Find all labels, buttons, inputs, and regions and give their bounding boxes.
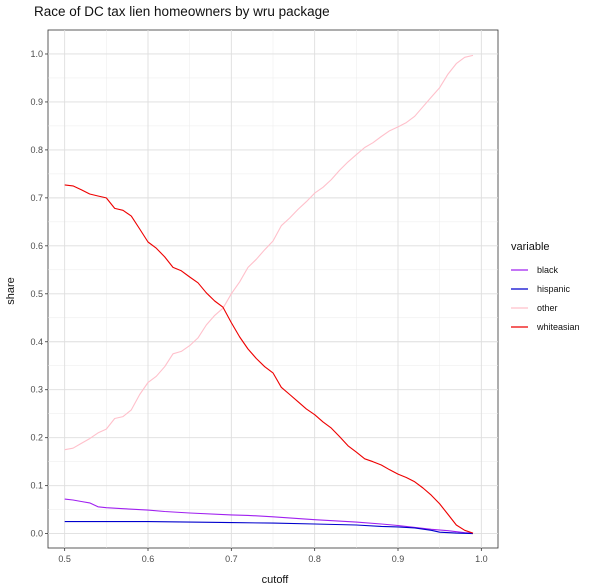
x-tick-label: 0.9 xyxy=(392,554,405,564)
x-tick-label: 0.7 xyxy=(225,554,238,564)
legend-label-hispanic: hispanic xyxy=(537,284,571,294)
legend-label-other: other xyxy=(537,303,558,313)
y-tick-label: 0.3 xyxy=(30,385,43,395)
chart-title: Race of DC tax lien homeowners by wru pa… xyxy=(34,4,330,19)
legend-label-black: black xyxy=(537,265,559,275)
y-tick-label: 0.2 xyxy=(30,433,43,443)
y-axis-title: share xyxy=(5,277,17,305)
y-tick-label: 0.6 xyxy=(30,241,43,251)
y-tick-label: 0.0 xyxy=(30,529,43,539)
y-tick-label: 0.4 xyxy=(30,337,43,347)
y-tick-label: 0.8 xyxy=(30,145,43,155)
plot-panel xyxy=(47,29,499,549)
x-tick-label: 0.5 xyxy=(58,554,71,564)
x-axis: 0.5 0.6 0.7 0.8 0.9 1.0 xyxy=(58,548,488,564)
series-line-black xyxy=(64,498,474,534)
series-line-whiteasian xyxy=(64,184,474,534)
series-line-other xyxy=(64,54,474,451)
legend-label-whiteasian: whiteasian xyxy=(536,322,580,332)
y-tick-label: 0.5 xyxy=(30,289,43,299)
x-axis-title: cutoff xyxy=(262,574,290,586)
legend: variable black hispanic other whiteasian xyxy=(511,241,580,332)
y-tick-label: 1.0 xyxy=(30,49,43,59)
y-axis: 0.0 0.1 0.2 0.3 0.4 0.5 0.6 0.7 0.8 0.9 1.0 xyxy=(30,49,48,539)
x-tick-label: 0.8 xyxy=(308,554,321,564)
y-tick-label: 0.9 xyxy=(30,97,43,107)
x-tick-label: 1.0 xyxy=(475,554,488,564)
series-line-hispanic xyxy=(64,521,474,535)
y-tick-label: 0.7 xyxy=(30,193,43,203)
legend-title: variable xyxy=(511,241,550,253)
y-tick-label: 0.1 xyxy=(30,481,43,491)
x-tick-label: 0.6 xyxy=(142,554,155,564)
series-layer xyxy=(64,54,474,535)
